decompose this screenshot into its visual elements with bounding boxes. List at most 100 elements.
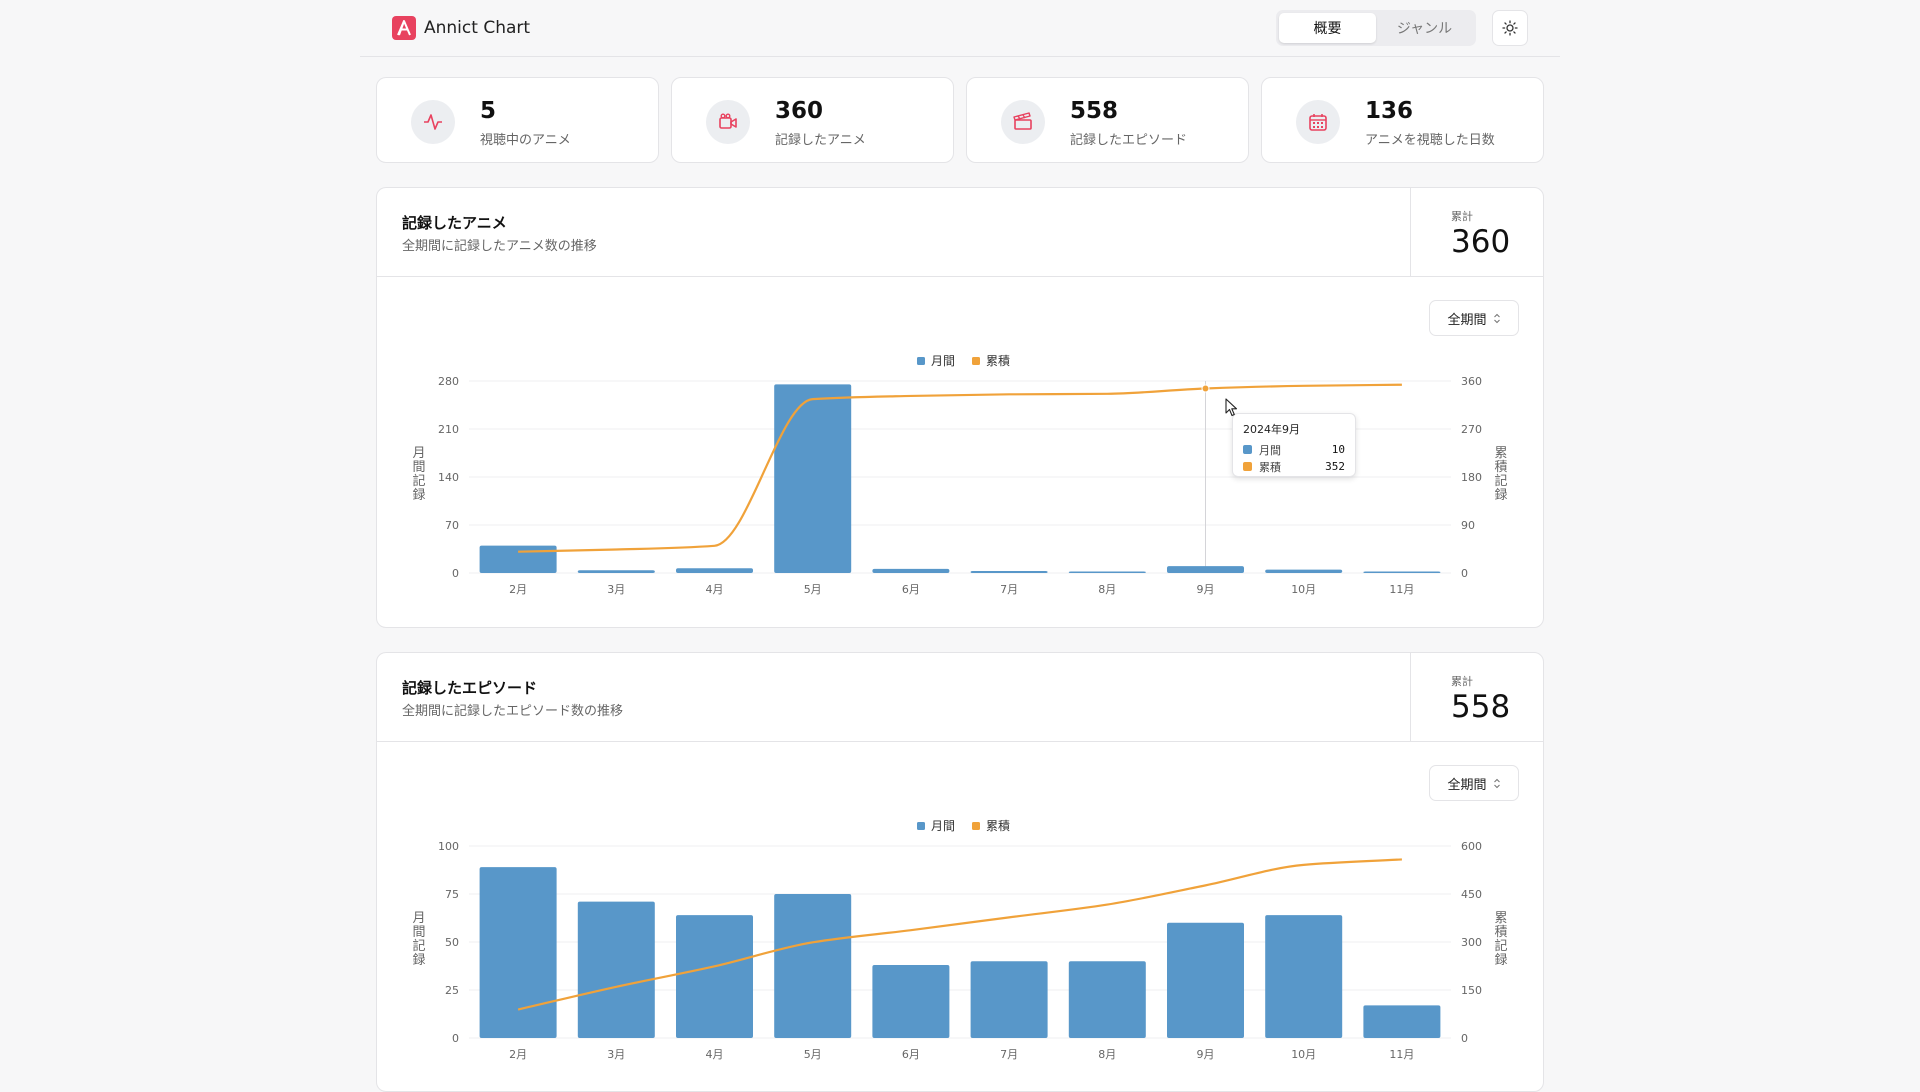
- x-tick-label: 2月: [509, 583, 527, 596]
- stat-value: 360: [775, 98, 824, 124]
- card-header: 記録したアニメ 全期間に記録したアニメ数の推移 累計 360: [377, 188, 1543, 277]
- cumulative-line: [517, 858, 1402, 1011]
- bar-3月[interactable]: [577, 901, 655, 1038]
- bar-6月[interactable]: [872, 568, 950, 573]
- total-label: 累計: [1451, 675, 1473, 688]
- bar-7月[interactable]: [970, 961, 1048, 1038]
- bar-9月[interactable]: [1167, 922, 1244, 1038]
- theme-toggle-button[interactable]: [1492, 10, 1528, 46]
- x-tick-label: 10月: [1291, 1048, 1316, 1061]
- period-select[interactable]: 全期間: [1429, 300, 1519, 336]
- y-right-tick-label: 300: [1461, 936, 1482, 949]
- bar-4月[interactable]: [676, 915, 753, 1038]
- x-tick-label: 2月: [509, 1048, 527, 1061]
- y-right-tick-label: 0: [1461, 1032, 1468, 1045]
- x-tick-label: 4月: [706, 1048, 724, 1061]
- calendar-icon: [1296, 100, 1340, 144]
- bar-10月[interactable]: [1265, 915, 1343, 1038]
- y-right-tick-label: 0: [1461, 567, 1468, 580]
- stat-label: 記録したエピソード: [1070, 133, 1188, 148]
- sun-icon: [1502, 20, 1518, 36]
- bar-6月[interactable]: [872, 965, 950, 1038]
- period-select-label: 全期間: [1447, 312, 1487, 328]
- bar-8月[interactable]: [1068, 961, 1146, 1038]
- x-tick-label: 3月: [607, 583, 625, 596]
- episode-chart-card: 記録したエピソード 全期間に記録したエピソード数の推移 累計 558 全期間 0…: [376, 652, 1544, 1092]
- x-tick-label: 10月: [1291, 583, 1316, 596]
- tooltip-row-name: 月間: [1259, 443, 1281, 457]
- x-tick-label: 5月: [804, 1048, 822, 1061]
- y-right-tick-label: 360: [1461, 375, 1482, 388]
- tooltip-row-monthly: 月間 10: [1243, 441, 1345, 458]
- view-tabs: 概要 ジャンル: [1276, 10, 1476, 46]
- period-select[interactable]: 全期間: [1429, 765, 1519, 801]
- chevron-up-down-icon: [1493, 778, 1500, 788]
- chart-tooltip: 2024年9月 月間 10 累積 352: [1232, 413, 1356, 477]
- bar-4月[interactable]: [676, 568, 753, 573]
- stat-value: 136: [1365, 98, 1414, 124]
- legend-swatch-cumulative: [972, 357, 980, 365]
- tooltip-row-value: 352: [1325, 460, 1345, 473]
- video-camera-icon: [706, 100, 750, 144]
- bar-2月[interactable]: [479, 867, 557, 1038]
- anime-chart-card: 記録したアニメ 全期間に記録したアニメ数の推移 累計 360 全期間 0 70 14…: [376, 187, 1544, 628]
- legend-label-monthly: 月間: [931, 354, 955, 368]
- y-left-tick-label: 100: [438, 840, 459, 853]
- stat-card-anime: 360 記録したアニメ: [671, 77, 954, 163]
- y-left-axis-title: 月間記録: [412, 911, 425, 968]
- tooltip-row-name: 累積: [1259, 460, 1281, 474]
- bar-11月[interactable]: [1363, 571, 1441, 574]
- chevron-up-down-icon: [1493, 313, 1500, 323]
- tooltip-swatch: [1243, 445, 1252, 454]
- episode-chart: 0 25 50 75 100 0 150 300 450 600 月間記録 累積記録 月間 累積 2月 3月 4…: [412, 818, 1507, 1061]
- bar-11月[interactable]: [1363, 1005, 1441, 1038]
- tooltip-row-value: 10: [1331, 443, 1345, 456]
- brand-name: Annict Chart: [424, 18, 531, 38]
- bar-8月[interactable]: [1068, 571, 1146, 574]
- total-value: 360: [1451, 224, 1511, 260]
- y-left-axis-title: 月間記録: [412, 446, 425, 503]
- stat-card-episodes: 558 記録したエピソード: [966, 77, 1249, 163]
- legend-swatch-cumulative: [972, 822, 980, 830]
- x-tick-label: 7月: [1000, 583, 1018, 596]
- y-left-tick-label: 280: [438, 375, 459, 388]
- stat-value: 5: [480, 98, 497, 124]
- bar-3月[interactable]: [577, 570, 655, 573]
- y-left-tick-label: 0: [452, 1032, 459, 1045]
- y-right-axis-title: 累積記録: [1494, 446, 1507, 503]
- clapperboard-icon: [1001, 100, 1045, 144]
- stat-label: 記録したアニメ: [775, 133, 866, 148]
- bar-5月[interactable]: [774, 384, 852, 573]
- tooltip-title: 2024年9月: [1243, 423, 1300, 436]
- bar-2月[interactable]: [479, 545, 557, 573]
- legend-swatch-monthly: [917, 822, 925, 830]
- stat-card-watching: 5 視聴中のアニメ: [376, 77, 659, 163]
- x-tick-label: 4月: [706, 583, 724, 596]
- tooltip-row-cumulative: 累積 352: [1243, 458, 1345, 475]
- legend-label-cumulative: 累積: [986, 818, 1010, 833]
- bar-10月[interactable]: [1265, 569, 1343, 573]
- y-right-tick-label: 270: [1461, 423, 1482, 436]
- mouse-cursor-icon: [1225, 398, 1238, 417]
- card-header: 記録したエピソード 全期間に記録したエピソード数の推移 累計 558: [377, 653, 1543, 742]
- tab-genre[interactable]: ジャンル: [1396, 21, 1453, 37]
- card-title: 記録したエピソード: [402, 679, 538, 697]
- bar-5月[interactable]: [774, 894, 852, 1038]
- y-right-tick-label: 150: [1461, 984, 1482, 997]
- x-tick-label: 11月: [1389, 583, 1414, 596]
- tab-overview[interactable]: 概要: [1279, 13, 1376, 43]
- y-left-tick-label: 0: [452, 567, 459, 580]
- y-left-tick-label: 70: [445, 519, 459, 532]
- brand[interactable]: Annict Chart: [392, 16, 530, 40]
- bar-9月[interactable]: [1167, 566, 1244, 573]
- y-left-tick-label: 25: [445, 984, 459, 997]
- cumulative-line: [518, 383, 1402, 553]
- total-box: 累計 360: [1410, 188, 1543, 277]
- bar-7月[interactable]: [970, 570, 1048, 573]
- y-right-tick-label: 180: [1461, 471, 1482, 484]
- y-left-tick-label: 210: [438, 423, 459, 436]
- activity-icon: [411, 100, 455, 144]
- x-tick-label: 8月: [1098, 583, 1116, 596]
- y-left-tick-label: 140: [438, 471, 459, 484]
